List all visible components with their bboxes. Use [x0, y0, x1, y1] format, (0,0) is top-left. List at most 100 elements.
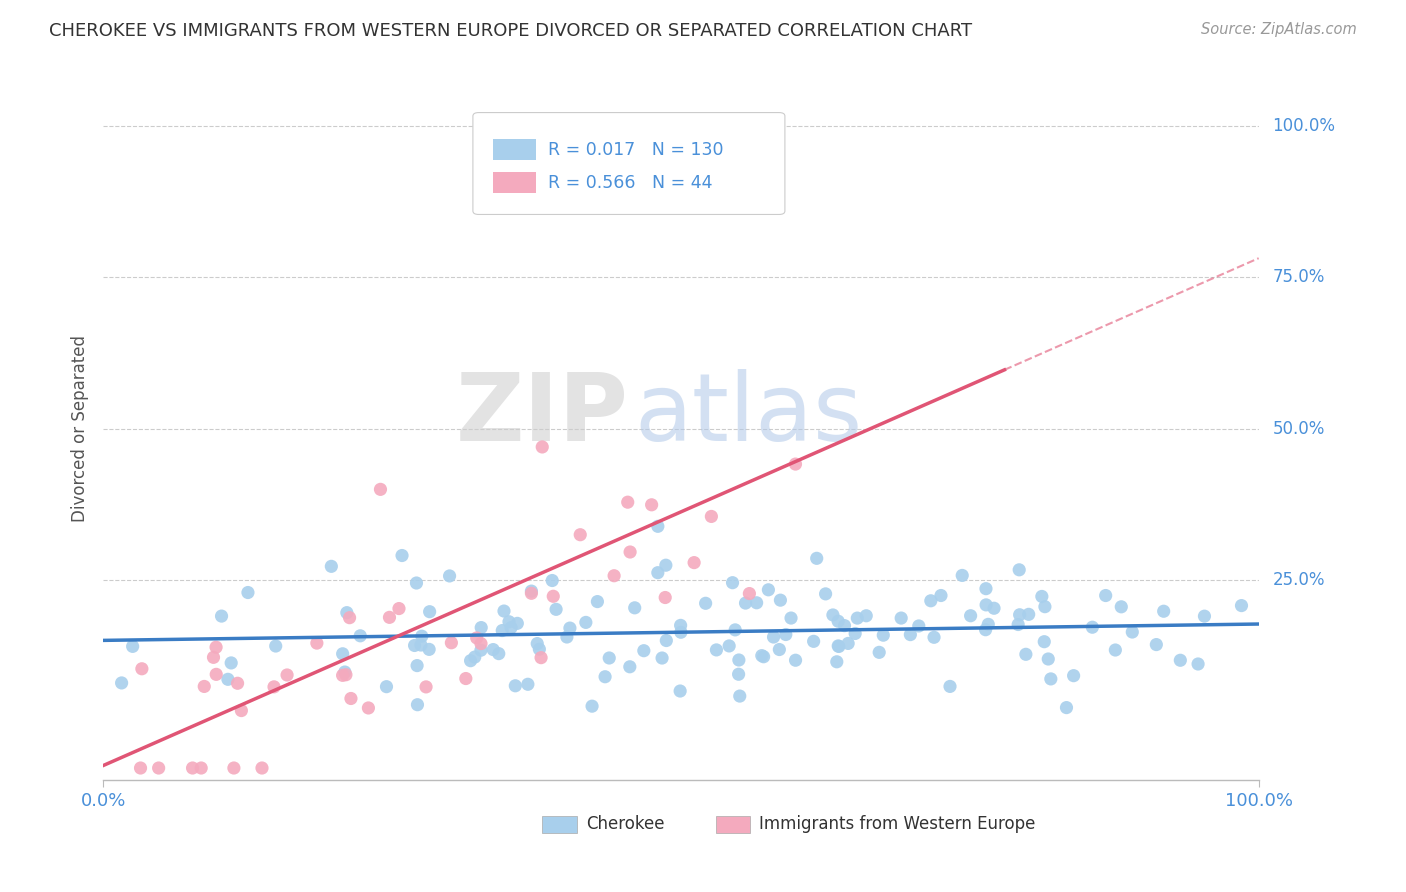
Text: Source: ZipAtlas.com: Source: ZipAtlas.com	[1201, 22, 1357, 37]
Point	[1007, 617, 1029, 632]
Point	[718, 639, 741, 653]
Point	[780, 611, 803, 625]
Text: atlas: atlas	[634, 368, 863, 461]
Point	[305, 636, 328, 650]
Point	[837, 636, 859, 650]
Point	[464, 650, 486, 665]
Point	[950, 568, 973, 582]
Point	[131, 662, 153, 676]
Point	[340, 691, 363, 706]
Point	[470, 621, 492, 635]
Point	[724, 623, 747, 637]
Y-axis label: Divorced or Separated: Divorced or Separated	[72, 335, 89, 523]
Point	[1104, 643, 1126, 657]
Point	[236, 585, 259, 599]
Point	[814, 587, 837, 601]
Point	[872, 628, 894, 642]
Text: 100.0%: 100.0%	[1272, 117, 1336, 135]
Point	[440, 636, 463, 650]
Point	[769, 593, 792, 607]
Point	[439, 569, 461, 583]
Point	[388, 601, 411, 615]
FancyBboxPatch shape	[492, 139, 537, 161]
Point	[825, 655, 848, 669]
FancyBboxPatch shape	[716, 816, 751, 833]
Point	[415, 680, 437, 694]
Point	[654, 591, 676, 605]
Point	[501, 621, 523, 635]
Point	[202, 650, 225, 665]
Point	[121, 640, 143, 654]
Text: R = 0.017   N = 130: R = 0.017 N = 130	[548, 141, 724, 159]
Point	[633, 643, 655, 657]
Point	[647, 566, 669, 580]
Point	[922, 630, 945, 644]
Text: 50.0%: 50.0%	[1272, 420, 1324, 438]
Point	[569, 527, 592, 541]
Point	[619, 660, 641, 674]
Text: R = 0.566   N = 44: R = 0.566 N = 44	[548, 174, 713, 192]
Point	[647, 519, 669, 533]
Text: 25.0%: 25.0%	[1272, 571, 1324, 590]
Point	[498, 615, 520, 629]
Point	[728, 653, 751, 667]
Point	[834, 618, 856, 632]
Point	[219, 656, 242, 670]
Point	[929, 589, 952, 603]
Point	[546, 602, 568, 616]
Point	[616, 495, 638, 509]
Point	[505, 679, 527, 693]
Point	[1031, 590, 1053, 604]
Point	[506, 616, 529, 631]
Text: Immigrants from Western Europe: Immigrants from Western Europe	[759, 815, 1036, 833]
Point	[454, 672, 477, 686]
Point	[738, 586, 761, 600]
Point	[868, 645, 890, 659]
FancyBboxPatch shape	[492, 172, 537, 194]
Point	[190, 761, 212, 775]
Point	[959, 608, 981, 623]
Point	[745, 596, 768, 610]
Point	[775, 627, 797, 641]
Point	[405, 576, 427, 591]
Point	[669, 618, 692, 632]
Point	[586, 594, 609, 608]
Point	[706, 643, 728, 657]
Text: Cherokee: Cherokee	[586, 815, 665, 833]
Point	[336, 606, 359, 620]
Point	[1056, 700, 1078, 714]
Point	[598, 651, 620, 665]
Point	[406, 658, 429, 673]
Point	[526, 636, 548, 650]
Point	[1168, 653, 1191, 667]
Point	[129, 761, 152, 775]
Point	[148, 761, 170, 775]
Point	[669, 684, 692, 698]
Point	[110, 676, 132, 690]
Text: ZIP: ZIP	[456, 368, 628, 461]
Point	[419, 605, 441, 619]
Point	[640, 498, 662, 512]
Point	[205, 640, 228, 655]
Point	[721, 575, 744, 590]
Point	[465, 631, 488, 645]
Point	[575, 615, 598, 630]
Point	[751, 648, 773, 663]
Point	[1018, 607, 1040, 622]
Point	[1008, 607, 1031, 622]
Point	[370, 483, 392, 497]
Point	[581, 699, 603, 714]
Point	[492, 604, 515, 618]
Point	[181, 761, 204, 775]
Point	[1230, 599, 1253, 613]
Point	[321, 559, 343, 574]
Point	[651, 651, 673, 665]
Point	[768, 642, 790, 657]
Point	[541, 589, 564, 603]
Point	[785, 457, 807, 471]
Point	[603, 568, 626, 582]
Point	[409, 638, 432, 652]
Point	[827, 614, 849, 628]
Point	[418, 642, 440, 657]
Point	[1144, 638, 1167, 652]
